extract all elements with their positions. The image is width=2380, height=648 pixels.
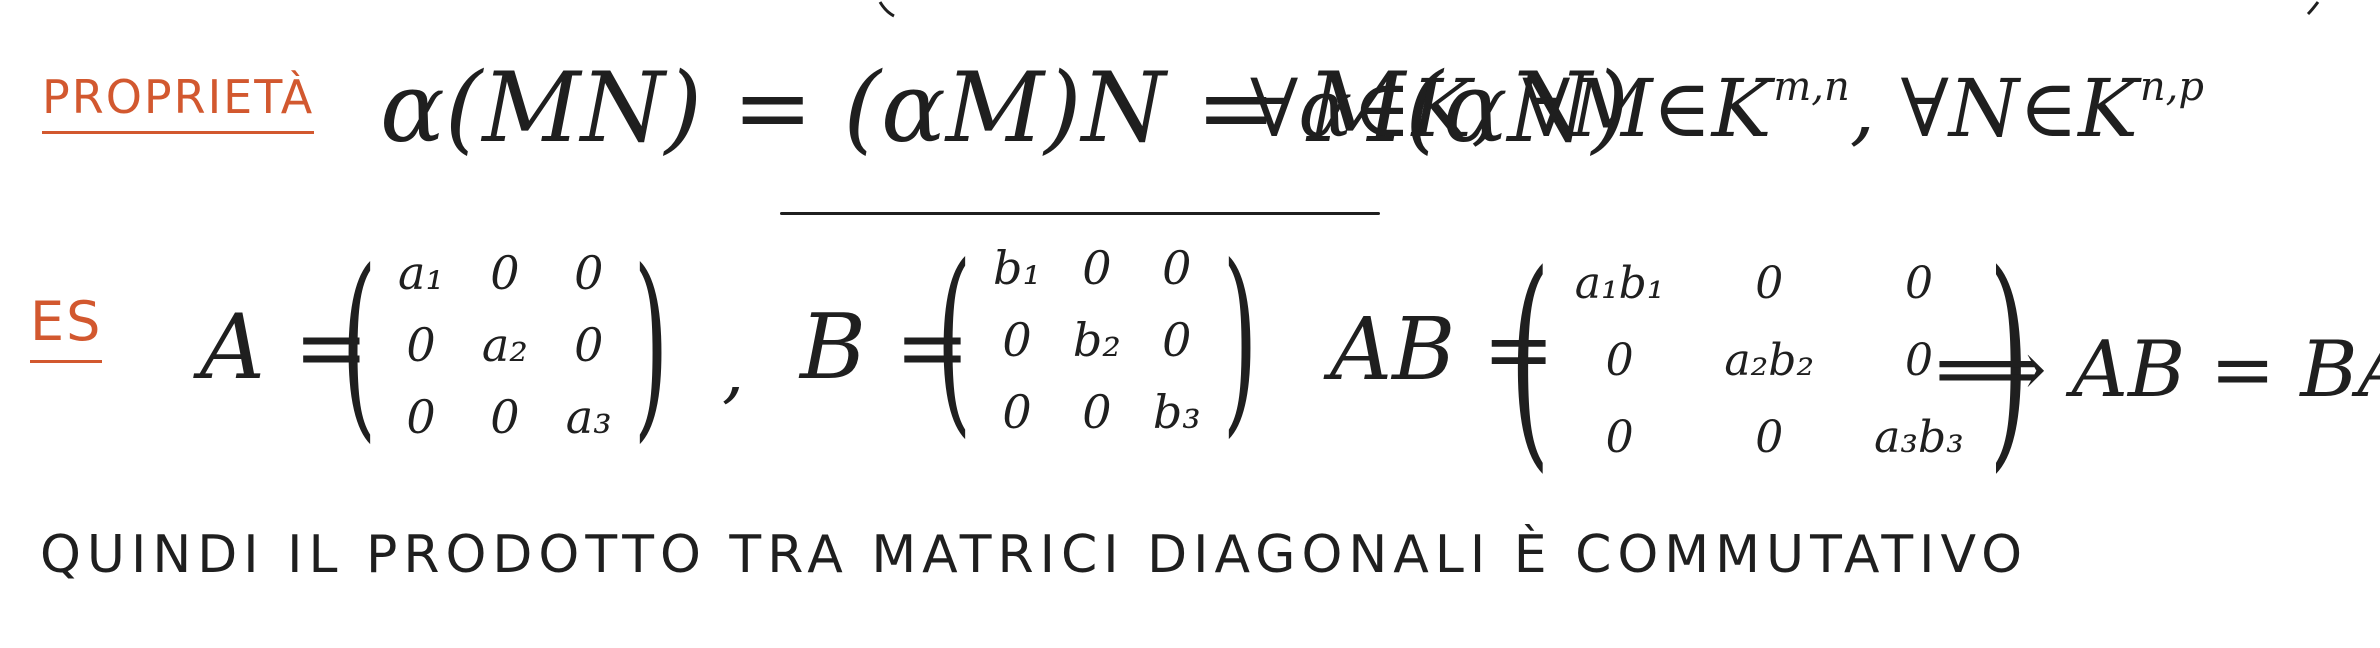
matrix-cell: 0: [490, 390, 520, 444]
matrix-cell: 0: [1082, 385, 1112, 439]
matrix-cell: 0: [1002, 313, 1032, 367]
matrix-a: ( a₁ 0 0 0 a₂ 0 0 0 a₃ ): [320, 245, 690, 445]
matrix-cell: 0: [490, 246, 520, 300]
matrix-cell: b₂: [1072, 313, 1121, 367]
quantifiers: ∀α∈K, ∀M∈Km,n, ∀N∈Kn,p: [1250, 62, 2204, 155]
matrix-cell: b₃: [1152, 385, 1201, 439]
matrix-a-name: A =: [200, 295, 370, 400]
m-exponent: m,n: [1773, 64, 1850, 110]
matrix-cell: 0: [406, 390, 436, 444]
matrix-a-grid: a₁ 0 0 0 a₂ 0 0 0 a₃: [398, 246, 612, 444]
matrix-cell: 0: [1162, 313, 1192, 367]
matrix-ab: ( a₁b₁ 0 0 0 a₂b₂ 0 0 0 a₃b₃ ): [1485, 245, 2054, 475]
quantifier-alpha: ∀α∈K,: [1250, 62, 1497, 155]
quantifier-n: , ∀N∈K: [1849, 62, 2138, 155]
formula-underline: [780, 212, 1380, 215]
right-paren: ): [1988, 226, 2029, 493]
matrix-cell: a₁b₁: [1574, 257, 1665, 309]
left-paren: (: [936, 223, 972, 456]
matrix-cell: 0: [1904, 257, 1933, 309]
cutoff-handwriting-top: [878, 1, 2320, 18]
left-paren: (: [1509, 226, 1551, 493]
left-paren: (: [341, 228, 377, 461]
matrix-b: ( b₁ 0 0 0 b₂ 0 0 0 b₃ ): [915, 240, 1279, 440]
formula-associativity: α(MN) = (αM)N = M(αN): [380, 52, 1630, 164]
matrix-cell: a₃: [565, 390, 612, 444]
matrix-cell: a₂: [481, 318, 528, 372]
right-paren: ): [633, 228, 669, 461]
matrix-cell: a₂b₂: [1724, 334, 1815, 386]
matrix-cell: 0: [406, 318, 436, 372]
property-label: PROPRIETÀ: [42, 70, 315, 134]
matrix-ab-grid: a₁b₁ 0 0 0 a₂b₂ 0 0 0 a₃b₃: [1575, 258, 1964, 463]
matrix-ab-name: AB =: [1330, 300, 1555, 400]
matrix-cell: 0: [1755, 411, 1784, 463]
conclusion: ⟹ AB = BA: [1935, 325, 2380, 415]
matrix-cell: 0: [1002, 385, 1032, 439]
example-label: ES: [30, 290, 103, 363]
matrix-cell: a₃b₃: [1874, 411, 1964, 463]
n-exponent: n,p: [2139, 64, 2204, 110]
comma: ,: [722, 330, 745, 412]
matrix-cell: 0: [574, 246, 604, 300]
matrix-cell: 0: [574, 318, 604, 372]
matrix-cell: 0: [1605, 411, 1634, 463]
matrix-cell: a₁: [398, 246, 444, 300]
matrix-b-name: B =: [800, 295, 971, 400]
matrix-cell: 0: [1162, 241, 1192, 295]
matrix-cell: 0: [1605, 334, 1634, 386]
statement: QUINDI IL PRODOTTO TRA MATRICI DIAGONALI…: [40, 525, 2029, 585]
matrix-cell: 0: [1904, 334, 1933, 386]
property-formula: α(MN) = (αM)N = M(αN): [380, 52, 1629, 164]
quantifier-m: ∀M∈K: [1522, 62, 1772, 155]
right-paren: ): [1222, 223, 1258, 456]
matrix-cell: 0: [1082, 241, 1112, 295]
matrix-cell: 0: [1755, 257, 1784, 309]
matrix-cell: b₁: [993, 241, 1041, 295]
matrix-b-grid: b₁ 0 0 0 b₂ 0 0 0 b₃: [993, 241, 1201, 439]
